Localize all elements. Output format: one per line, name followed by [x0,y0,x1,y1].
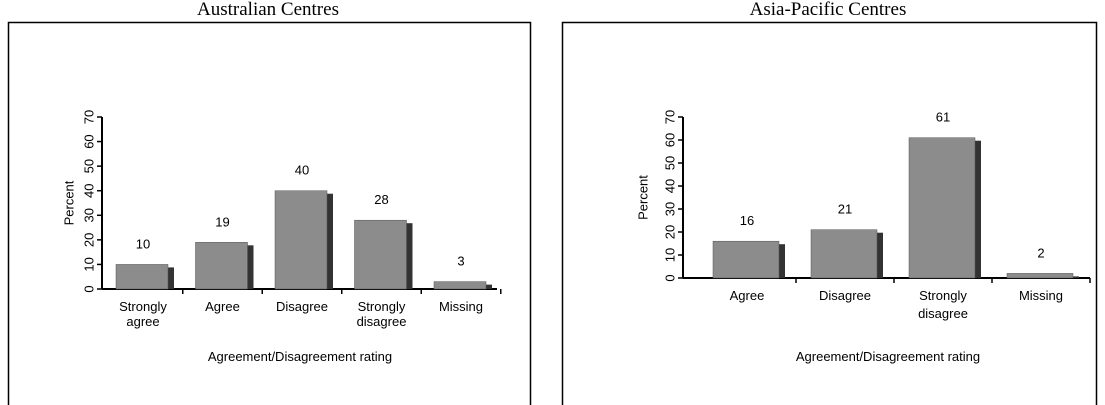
x-tick-label: Agree [205,299,240,314]
y-tick-label: 50 [81,159,96,173]
data-label: 40 [295,163,309,178]
data-label: 2 [1037,245,1044,260]
y-tick-label: 0 [662,274,677,281]
x-tick-label: Disagree [819,288,871,303]
y-tick-label: 10 [81,257,96,271]
y-tick-label: 0 [81,285,96,292]
bar [810,229,878,279]
bar [712,240,780,279]
y-axis-label: Percent [635,175,650,220]
x-tick-label: Strongly agree [119,299,167,329]
x-axis-label: Agreement/Disagreement rating [208,349,392,364]
y-tick-label: 70 [662,110,677,124]
chart-title: Australian Centres [197,0,339,20]
bar [433,281,487,290]
bar [195,242,248,290]
bar [274,190,328,290]
bar [1006,273,1074,279]
x-axis-label: Agreement/Disagreement rating [796,349,980,364]
data-label: 19 [215,214,229,229]
data-label: 3 [457,254,464,269]
panel-frame [561,21,1098,405]
bar [115,264,169,290]
y-tick-label: 40 [81,183,96,197]
data-label: 61 [936,110,950,125]
y-tick-label: 20 [81,233,96,247]
x-tick-label: Strongly disagree [918,288,968,321]
bar [354,219,407,290]
y-axis-label: Percent [61,180,76,225]
x-tick-label: Strongly disagree [357,299,407,329]
data-label: 28 [374,192,388,207]
y-tick-label: 50 [662,156,677,170]
chart-title: Asia-Pacific Centres [750,0,907,20]
y-tick-label: 30 [81,208,96,222]
data-label: 10 [136,236,150,251]
x-tick-label: Disagree [276,299,328,314]
y-tick-label: 70 [81,110,96,124]
y-tick-label: 40 [662,179,677,193]
x-tick-label: Missing [439,299,483,314]
y-tick-label: 10 [662,248,677,262]
bar [908,137,976,279]
y-tick-label: 60 [81,134,96,148]
data-label: 16 [740,213,754,228]
data-label: 21 [838,202,852,217]
y-tick-label: 60 [662,133,677,147]
x-tick-label: Missing [1019,288,1063,303]
y-tick-label: 30 [662,202,677,216]
panel-frame [7,21,532,405]
y-tick-label: 20 [662,225,677,239]
x-tick-label: Agree [730,288,765,303]
